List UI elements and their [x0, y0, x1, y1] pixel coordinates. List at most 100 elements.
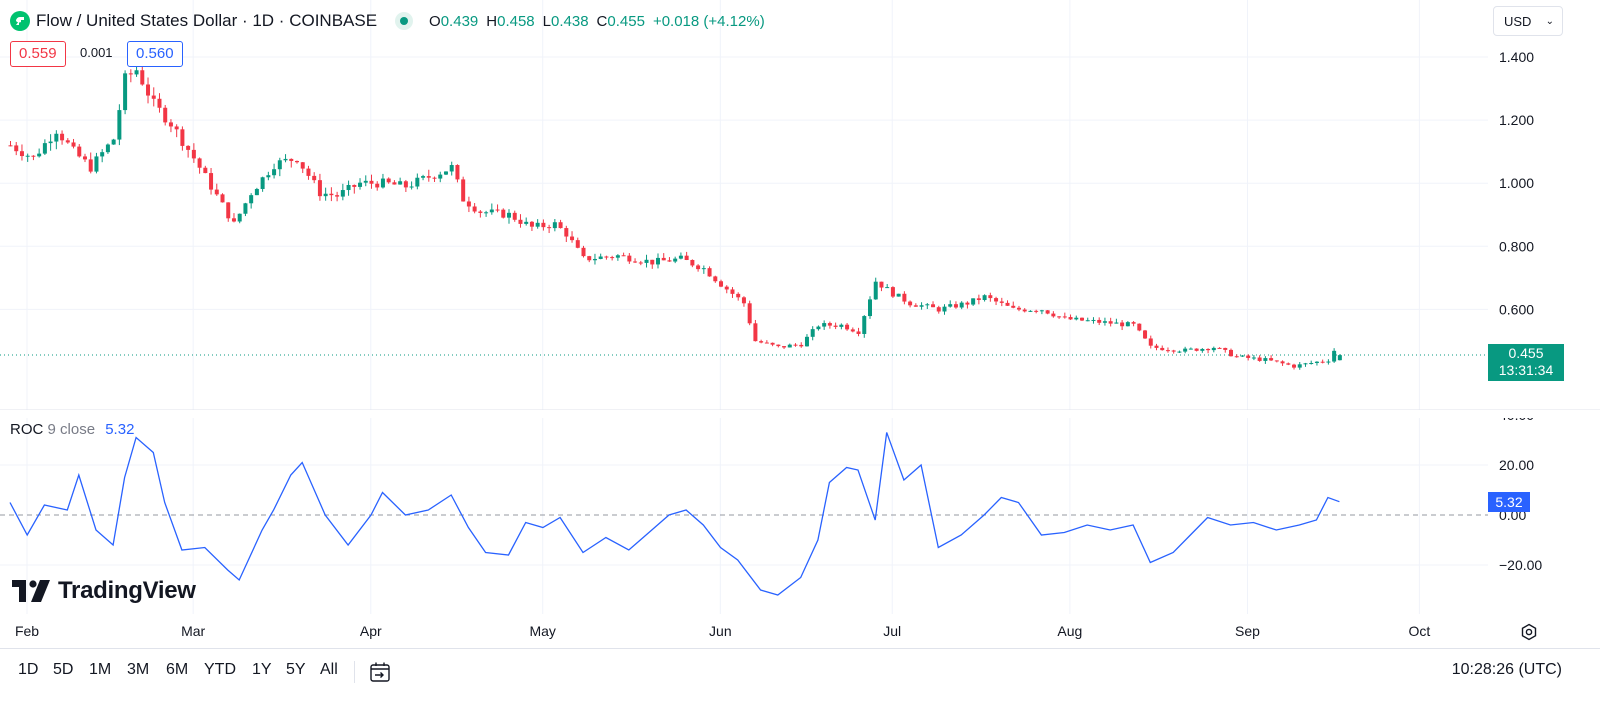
range-3m-button[interactable]: 3M	[127, 661, 150, 678]
candle	[913, 303, 918, 307]
candle	[386, 177, 391, 184]
roc-legend[interactable]: ROC 9 close 5.32	[10, 421, 134, 439]
candle-body	[495, 209, 500, 211]
candle-body	[913, 305, 918, 307]
candle	[971, 298, 976, 306]
candle	[547, 224, 552, 234]
candle-body	[415, 177, 420, 187]
candle-body	[386, 178, 391, 183]
range-ytd-button[interactable]: YTD	[204, 661, 236, 678]
candle-body	[845, 324, 850, 330]
candle-body	[701, 268, 706, 270]
low-value: 0.438	[551, 12, 589, 30]
range-5d-button[interactable]: 5D	[53, 661, 74, 678]
symbol-title[interactable]: Flow / United States Dollar · 1D · COINB…	[36, 11, 378, 30]
roc-value-badge: 5.32	[1488, 492, 1530, 512]
candle	[868, 296, 872, 319]
candle	[186, 145, 191, 158]
candle	[896, 293, 901, 297]
candle	[741, 296, 746, 307]
candle	[1108, 317, 1113, 327]
candle-body	[1108, 321, 1113, 324]
candle	[243, 202, 248, 217]
candle-body	[908, 301, 913, 306]
candle-body	[1097, 319, 1102, 323]
candle-body	[868, 299, 872, 317]
gear-icon[interactable]	[1520, 623, 1538, 641]
candle	[1280, 360, 1285, 366]
candle	[432, 176, 437, 182]
candle-body	[254, 188, 259, 196]
range-6m-button[interactable]: 6M	[166, 661, 189, 678]
candle-body	[592, 258, 597, 261]
candle-body	[277, 160, 282, 170]
candle-body	[1102, 321, 1107, 323]
high-key: H	[486, 12, 498, 30]
candle-body	[146, 84, 151, 96]
calendar-goto-icon[interactable]	[368, 660, 392, 684]
candle-body	[88, 159, 93, 172]
candle-body	[1028, 310, 1033, 312]
candle	[925, 302, 930, 310]
range-1d-button[interactable]: 1D	[18, 661, 39, 678]
sell-button[interactable]: 0.559	[10, 41, 66, 67]
candle	[948, 300, 953, 308]
candle-body	[123, 73, 128, 111]
candle	[352, 184, 357, 194]
currency-select[interactable]: USD ⌄	[1493, 6, 1563, 36]
candle-body	[673, 258, 678, 262]
range-1m-button[interactable]: 1M	[89, 661, 112, 678]
candle	[203, 165, 208, 174]
candle-body	[128, 73, 133, 75]
candle	[466, 196, 471, 213]
candle	[335, 191, 340, 202]
candle	[1045, 310, 1050, 315]
candle-body	[1280, 361, 1285, 364]
candle-body	[209, 173, 214, 190]
range-1y-button[interactable]: 1Y	[252, 661, 272, 678]
candle	[885, 284, 890, 289]
candle-body	[598, 256, 603, 259]
candle	[123, 70, 128, 115]
candle-body	[529, 221, 534, 227]
candle-body	[919, 305, 924, 307]
buy-button[interactable]: 0.560	[127, 41, 183, 67]
price-grid	[0, 0, 1488, 410]
roc-tick-label: 20.00	[1499, 457, 1534, 473]
candle-body	[1171, 350, 1176, 352]
candle	[942, 304, 947, 315]
candle-body	[226, 202, 231, 219]
candle-body	[719, 281, 724, 287]
candle-body	[730, 289, 735, 294]
candle	[358, 178, 363, 190]
candle	[455, 164, 460, 183]
month-label: Apr	[360, 623, 382, 639]
candle	[1200, 348, 1205, 353]
range-all-button[interactable]: All	[320, 661, 338, 678]
candle-body	[1005, 302, 1010, 306]
tradingview-logo[interactable]: TradingView	[12, 576, 196, 606]
candle	[633, 258, 638, 264]
price-tick-label: 1.000	[1499, 175, 1534, 191]
candle	[621, 252, 626, 257]
candle-body	[638, 262, 643, 264]
candle	[346, 180, 351, 196]
candle	[1051, 311, 1056, 318]
candle	[266, 171, 271, 181]
brand-name: TradingView	[58, 577, 196, 604]
candle	[764, 340, 769, 344]
month-label: Feb	[15, 623, 39, 639]
candle	[214, 183, 219, 196]
candle-body	[1234, 356, 1239, 358]
candle-body	[300, 162, 305, 169]
candle-body	[575, 240, 580, 248]
candle-body	[1217, 347, 1222, 349]
price-chart[interactable]: 1.400 1.200 1.000 0.800 0.600	[0, 0, 1600, 410]
range-5y-button[interactable]: 5Y	[286, 661, 306, 678]
candle-body	[1114, 322, 1119, 324]
candle	[495, 204, 500, 213]
candle-body	[833, 325, 838, 327]
utc-clock[interactable]: 10:28:26 (UTC)	[1451, 661, 1562, 678]
candle	[100, 149, 105, 163]
